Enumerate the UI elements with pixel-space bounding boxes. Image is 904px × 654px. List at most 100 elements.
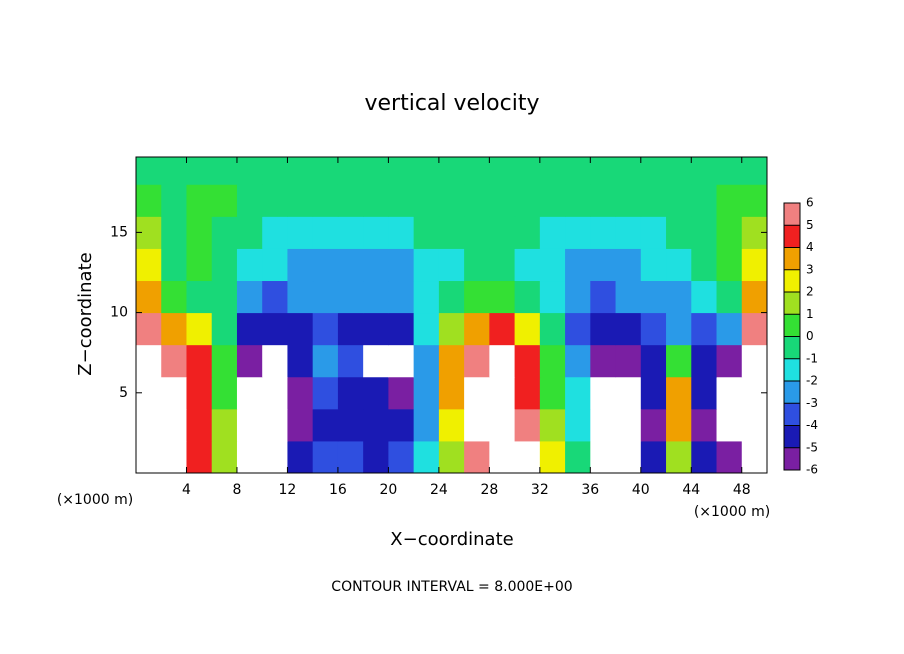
cell: [590, 408, 617, 442]
cell: [211, 280, 238, 314]
cell: [489, 280, 516, 314]
cell: [161, 184, 187, 217]
colorbar-swatch: [784, 381, 800, 404]
cell: [388, 376, 415, 410]
x-axis-label: X−coordinate: [390, 529, 513, 550]
cell: [514, 216, 541, 249]
cell: [539, 216, 566, 249]
cell: [640, 408, 667, 442]
cell: [565, 408, 591, 442]
cell: [136, 248, 162, 282]
cell: [161, 216, 187, 249]
cell: [388, 248, 415, 282]
x-tick-label: 40: [632, 482, 650, 498]
x-tick-label: 12: [279, 482, 297, 498]
cell: [716, 440, 743, 474]
cell: [337, 312, 364, 346]
x-tick-label: 24: [430, 482, 448, 498]
colorbar-label: -6: [806, 463, 818, 477]
cell: [363, 216, 389, 249]
cell: [236, 344, 263, 378]
cell: [413, 408, 440, 442]
cell: [489, 248, 516, 282]
cell: [666, 216, 692, 249]
cell: [287, 376, 314, 410]
cell: [236, 312, 263, 346]
cell: [741, 184, 768, 217]
cell: [438, 216, 465, 249]
cell: [236, 248, 263, 282]
cell: [590, 216, 617, 249]
cell: [615, 408, 642, 442]
cell: [236, 157, 263, 185]
cell: [590, 376, 617, 410]
cell: [691, 312, 718, 346]
cell: [565, 248, 591, 282]
cell: [716, 248, 743, 282]
cell: [489, 344, 516, 378]
cell: [438, 248, 465, 282]
x-tick-label: 44: [682, 482, 700, 498]
cell: [565, 344, 591, 378]
cell: [615, 280, 642, 314]
cell: [565, 184, 591, 217]
cell: [337, 376, 364, 410]
cell: [363, 344, 389, 378]
cell: [363, 376, 389, 410]
cell: [211, 184, 238, 217]
cell: [438, 280, 465, 314]
cell: [186, 216, 213, 249]
cell: [211, 312, 238, 346]
cell: [514, 408, 541, 442]
cell: [590, 440, 617, 474]
cell: [161, 157, 187, 185]
cell: [615, 184, 642, 217]
y-axis-label: Z−coordinate: [75, 252, 96, 375]
colorbar-label: -5: [806, 440, 818, 454]
contour-note: CONTOUR INTERVAL = 8.000E+00: [331, 579, 572, 595]
cell: [413, 344, 440, 378]
cell: [337, 344, 364, 378]
colorbar-swatch: [784, 403, 800, 426]
cell: [211, 344, 238, 378]
cell: [438, 440, 465, 474]
cell: [615, 440, 642, 474]
cell: [514, 344, 541, 378]
cell: [211, 408, 238, 442]
x-unit: (×1000 m): [694, 504, 770, 520]
cell: [464, 184, 490, 217]
cell: [287, 440, 314, 474]
cell: [464, 248, 490, 282]
cell: [236, 376, 263, 410]
cell: [136, 312, 162, 346]
cell: [565, 280, 591, 314]
cell: [262, 376, 288, 410]
cell: [691, 280, 718, 314]
cell: [136, 184, 162, 217]
colorbar-swatch: [784, 425, 800, 448]
cell: [590, 344, 617, 378]
cell: [590, 280, 617, 314]
cell: [539, 280, 566, 314]
cell: [186, 344, 213, 378]
cell: [136, 280, 162, 314]
cell: [186, 184, 213, 217]
x-tick-label: 28: [480, 482, 498, 498]
colorbar-swatch: [784, 225, 800, 248]
chart-title: vertical velocity: [364, 91, 539, 116]
cell: [741, 312, 768, 346]
cell: [186, 376, 213, 410]
cell: [741, 280, 768, 314]
cell: [565, 157, 591, 185]
colorbar-label: 0: [806, 329, 814, 343]
cell: [691, 248, 718, 282]
cell: [640, 184, 667, 217]
cell: [312, 376, 339, 410]
cell: [136, 344, 162, 378]
cell: [438, 344, 465, 378]
cell: [716, 408, 743, 442]
x-tick-label: 8: [232, 482, 241, 498]
cell: [489, 440, 516, 474]
cell: [161, 408, 187, 442]
y-tick-label: 10: [110, 305, 128, 321]
